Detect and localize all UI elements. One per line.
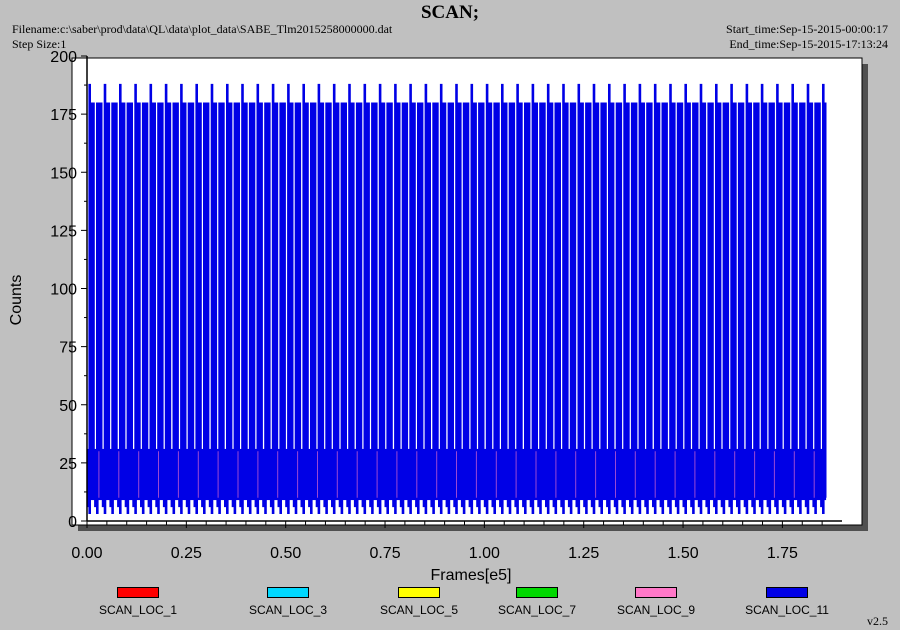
y-tick-label: 200 (50, 49, 77, 66)
legend-swatch (635, 587, 677, 598)
x-tick-label: 1.75 (767, 545, 798, 562)
legend-item: SCAN_LOC_11 (722, 586, 852, 619)
legend-item: SCAN_LOC_1 (73, 586, 203, 619)
y-axis-label: Counts (8, 275, 25, 326)
legend-item: SCAN_LOC_3 (223, 586, 353, 619)
y-tick-label: 0 (68, 514, 77, 531)
y-tick-label: 125 (50, 223, 77, 240)
x-tick-label: 0.00 (71, 545, 102, 562)
time-info: Start_time:Sep-15-2015-00:00:17 End_time… (726, 22, 888, 52)
legend-swatch (398, 587, 440, 598)
x-tick-label: 0.50 (270, 545, 301, 562)
axes-layer: 0 25 50 75 100 125 150 175 200 0.00 0.25 0.50 0.75 1.… (50, 49, 842, 562)
x-axis-label: Frames[e5] (431, 567, 512, 584)
legend-label: SCAN_LOC_9 (616, 603, 696, 617)
y-tick-label: 175 (50, 107, 77, 124)
legend-label: SCAN_LOC_1 (98, 603, 178, 617)
step-size-label: Step Size:1 (12, 37, 67, 51)
y-tick-label: 50 (59, 398, 77, 415)
legend-swatch (516, 587, 558, 598)
series-layer (86, 83, 827, 514)
legend-label: SCAN_LOC_7 (497, 603, 577, 617)
legend-item: SCAN_LOC_5 (354, 586, 484, 619)
chart-title: SCAN; (420, 2, 480, 23)
legend-swatch (766, 587, 808, 598)
legend-swatch (117, 587, 159, 598)
legend-label: SCAN_LOC_3 (248, 603, 328, 617)
y-tick-label: 25 (59, 456, 77, 473)
legend-swatch (267, 587, 309, 598)
version-label: v2.5 (867, 614, 888, 628)
legend-item: SCAN_LOC_7 (472, 586, 602, 619)
x-tick-label: 1.00 (469, 545, 500, 562)
y-tick-label: 75 (59, 340, 77, 357)
legend: SCAN_LOC_1 SCAN_LOC_3 SCAN_LOC_5 SCAN_LOC_7… (0, 586, 900, 619)
y-tick-label: 150 (50, 165, 77, 182)
legend-label: SCAN_LOC_5 (379, 603, 459, 617)
filename-label: Filename:c:\saber\prod\data\QL\data\plot… (12, 22, 393, 36)
start-time-label: Start_time:Sep-15-2015-00:00:17 (726, 22, 888, 36)
x-tick-label: 0.75 (369, 545, 400, 562)
x-tick-label: 1.25 (568, 545, 599, 562)
series-line-scan-loc-9 (98, 451, 815, 498)
legend-item: SCAN_LOC_9 (591, 586, 721, 619)
legend-label: SCAN_LOC_11 (745, 603, 829, 617)
x-tick-label: 0.25 (171, 545, 202, 562)
end-time-label: End_time:Sep-15-2015-17:13:24 (729, 37, 888, 51)
file-info: Filename:c:\saber\prod\data\QL\data\plot… (12, 22, 392, 52)
y-tick-label: 100 (50, 282, 77, 299)
x-tick-label: 1.50 (667, 545, 698, 562)
